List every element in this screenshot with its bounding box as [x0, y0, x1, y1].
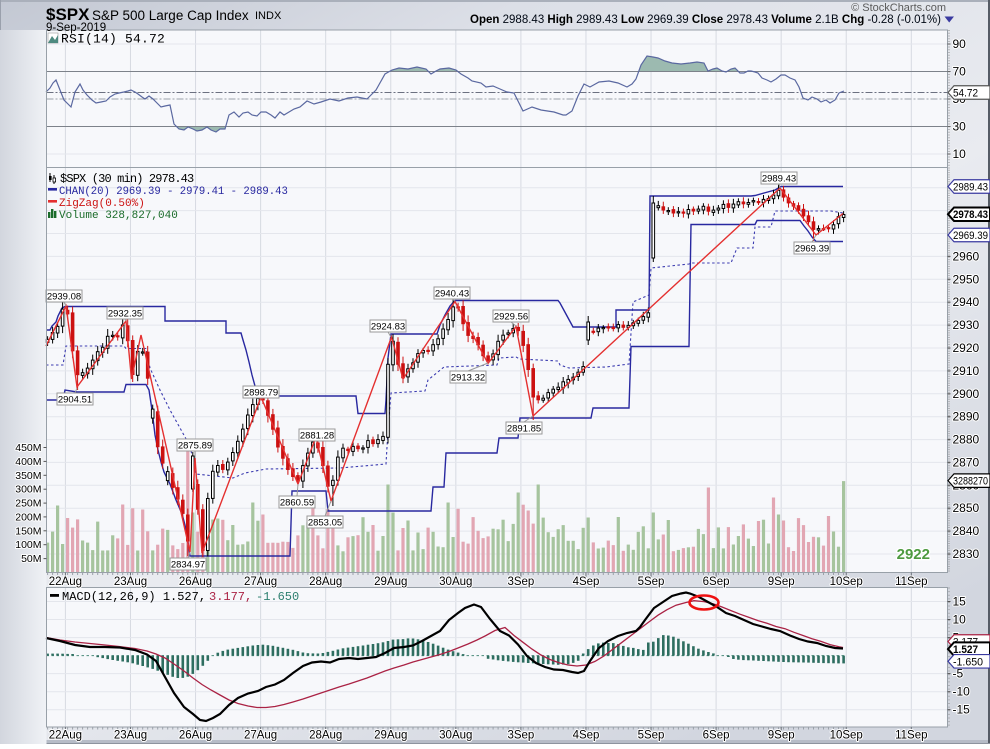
svg-text:INDX: INDX: [255, 10, 282, 22]
svg-text:1.527: 1.527: [953, 644, 978, 656]
svg-text:2840: 2840: [953, 524, 980, 538]
svg-text:29Aug: 29Aug: [374, 576, 407, 588]
svg-text:26Aug: 26Aug: [179, 576, 212, 588]
svg-text:2929.56: 2929.56: [494, 312, 528, 323]
svg-text:450M: 450M: [15, 442, 41, 454]
svg-text:$SPX: $SPX: [46, 5, 90, 24]
svg-text:-1.650: -1.650: [256, 590, 299, 604]
svg-text:2881.28: 2881.28: [300, 431, 334, 442]
svg-text:2930: 2930: [953, 318, 980, 332]
svg-text:70: 70: [953, 65, 967, 79]
svg-text:200M: 200M: [15, 511, 41, 523]
svg-text:150M: 150M: [15, 525, 41, 537]
svg-text:28Aug: 28Aug: [309, 730, 342, 742]
svg-text:27Aug: 27Aug: [244, 576, 277, 588]
svg-text:S&P 500 Large Cap Index: S&P 500 Large Cap Index: [92, 8, 249, 23]
svg-text:2940: 2940: [953, 295, 980, 309]
svg-text:2880: 2880: [953, 433, 980, 447]
svg-text:2910: 2910: [953, 364, 980, 378]
svg-text:Volume 328,827,040: Volume 328,827,040: [59, 210, 178, 222]
svg-text:$SPX (30 min) 2978.43: $SPX (30 min) 2978.43: [60, 172, 194, 186]
svg-text:2989.43: 2989.43: [762, 174, 796, 185]
svg-text:28Aug: 28Aug: [309, 576, 342, 588]
svg-text:2904.51: 2904.51: [58, 395, 92, 406]
svg-text:2989.43: 2989.43: [953, 182, 988, 194]
svg-text:2913.32: 2913.32: [451, 373, 485, 384]
svg-text:2932.35: 2932.35: [108, 309, 142, 320]
svg-text:-15: -15: [953, 703, 971, 717]
svg-text:2890: 2890: [953, 410, 980, 424]
svg-text:15: 15: [953, 595, 967, 609]
svg-text:2891.85: 2891.85: [507, 424, 541, 435]
svg-text:4Sep: 4Sep: [573, 730, 600, 742]
svg-text:2969.39: 2969.39: [953, 230, 988, 242]
svg-text:30Aug: 30Aug: [439, 730, 472, 742]
svg-text:6Sep: 6Sep: [703, 576, 730, 588]
svg-text:3Sep: 3Sep: [507, 730, 534, 742]
svg-text:54.72: 54.72: [953, 88, 978, 100]
svg-text:2939.08: 2939.08: [47, 292, 81, 303]
svg-text:2940.43: 2940.43: [435, 289, 469, 300]
svg-text:9Sep: 9Sep: [768, 576, 795, 588]
svg-text:2853.05: 2853.05: [308, 518, 342, 529]
svg-text:2950: 2950: [953, 272, 980, 286]
svg-text:-5: -5: [953, 667, 964, 681]
svg-text:22Aug: 22Aug: [49, 576, 82, 588]
svg-text:9-Sep-2019: 9-Sep-2019: [46, 22, 106, 34]
svg-text:2900: 2900: [953, 387, 980, 401]
svg-text:2875.89: 2875.89: [178, 441, 212, 452]
svg-text:23Aug: 23Aug: [114, 576, 147, 588]
svg-text:3Sep: 3Sep: [507, 576, 534, 588]
svg-text:10Sep: 10Sep: [830, 730, 863, 742]
svg-text:Open 2988.43 High 2989.43 Lo: Open 2988.43 High 2989.43 Low 2969.39 Cl…: [470, 14, 941, 26]
svg-text:10Sep: 10Sep: [830, 576, 863, 588]
svg-text:2960: 2960: [953, 249, 980, 263]
svg-text:2834.97: 2834.97: [171, 560, 205, 571]
svg-text:2860.59: 2860.59: [280, 498, 314, 509]
svg-text:400M: 400M: [15, 456, 41, 468]
svg-text:CHAN(20) 2969.39 - 2979.41 - 2: CHAN(20) 2969.39 - 2979.41 - 2989.43: [59, 186, 288, 198]
svg-text:10: 10: [953, 147, 967, 161]
svg-text:2870: 2870: [953, 455, 980, 469]
svg-text:2978.43: 2978.43: [953, 209, 988, 221]
svg-text:29Aug: 29Aug: [374, 730, 407, 742]
svg-text:90: 90: [953, 37, 967, 51]
svg-text:2922: 2922: [897, 546, 930, 563]
svg-text:2924.83: 2924.83: [371, 322, 405, 333]
svg-text:ZigZag(0.50%): ZigZag(0.50%): [59, 198, 145, 210]
svg-text:10: 10: [953, 613, 967, 627]
svg-text:26Aug: 26Aug: [179, 730, 212, 742]
svg-text:11Sep: 11Sep: [895, 576, 927, 588]
svg-text:30: 30: [953, 120, 967, 134]
svg-text:2850: 2850: [953, 501, 980, 515]
svg-text:23Aug: 23Aug: [114, 730, 147, 742]
svg-text:5Sep: 5Sep: [638, 576, 665, 588]
svg-text:© StockCharts.com: © StockCharts.com: [851, 2, 946, 14]
svg-text:2830: 2830: [953, 547, 980, 561]
svg-text:100M: 100M: [15, 539, 41, 551]
svg-text:4Sep: 4Sep: [573, 576, 600, 588]
svg-text:MACD(12,26,9) 1.527,: MACD(12,26,9) 1.527,: [62, 590, 206, 604]
svg-text:22Aug: 22Aug: [49, 730, 82, 742]
svg-text:3288270: 3288270: [953, 476, 988, 488]
svg-text:11Sep: 11Sep: [895, 730, 927, 742]
svg-text:2920: 2920: [953, 341, 980, 355]
svg-text:RSI(14) 54.72: RSI(14) 54.72: [61, 32, 165, 47]
svg-text:27Aug: 27Aug: [244, 730, 277, 742]
svg-text:-10: -10: [953, 685, 971, 699]
svg-text:9Sep: 9Sep: [768, 730, 795, 742]
svg-text:2969.39: 2969.39: [795, 244, 829, 255]
svg-text:5Sep: 5Sep: [638, 730, 665, 742]
svg-text:-1.650: -1.650: [953, 656, 983, 668]
svg-text:30Aug: 30Aug: [439, 576, 472, 588]
svg-text:250M: 250M: [15, 498, 41, 510]
svg-text:350M: 350M: [15, 470, 41, 482]
svg-text:50M: 50M: [21, 553, 41, 565]
svg-text:300M: 300M: [15, 484, 41, 496]
svg-text:3.177,: 3.177,: [209, 590, 252, 604]
svg-text:6Sep: 6Sep: [703, 730, 730, 742]
svg-text:2898.79: 2898.79: [244, 388, 278, 399]
